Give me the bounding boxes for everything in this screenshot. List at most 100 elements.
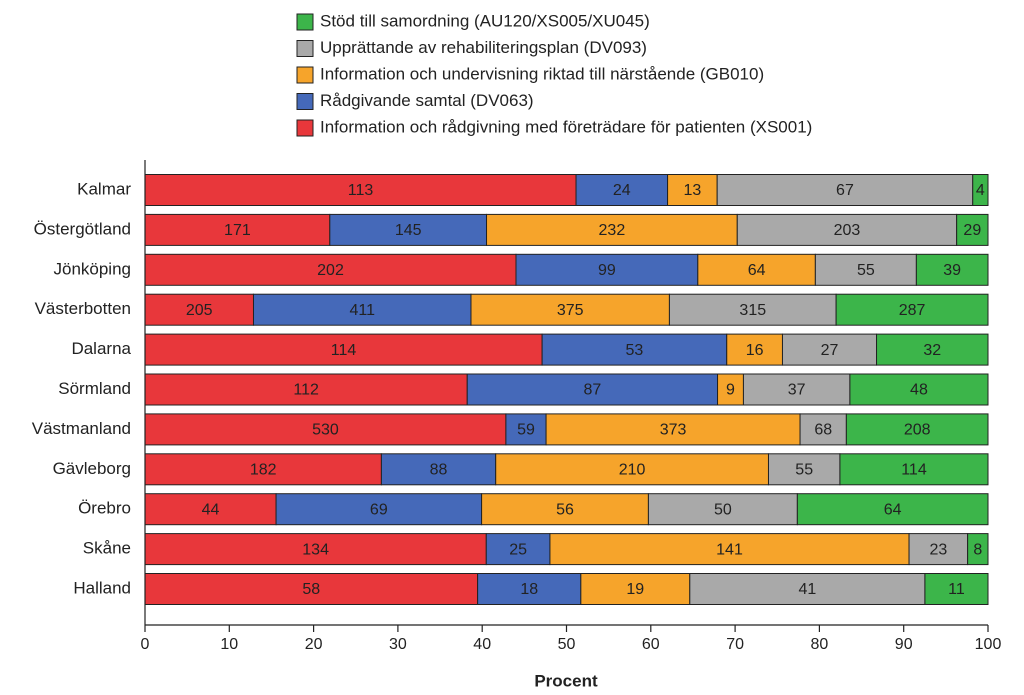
data-label: 50 <box>714 501 732 518</box>
bar-segment <box>485 533 551 566</box>
y-tick-label: Västmanland <box>32 419 131 438</box>
bar-segment <box>716 174 974 206</box>
y-tick-label: Gävleborg <box>53 459 131 478</box>
data-label: 315 <box>739 302 766 319</box>
legend-swatch <box>296 119 314 137</box>
x-tick-label: 50 <box>558 636 576 653</box>
y-tick-label: Östergötland <box>34 219 131 238</box>
bar-segment <box>876 333 989 366</box>
data-label: 134 <box>302 541 329 558</box>
bar-segment <box>736 213 958 246</box>
data-label: 41 <box>798 581 816 598</box>
y-tick-label: Kalmar <box>77 179 131 198</box>
data-label: 530 <box>312 422 339 439</box>
data-label: 29 <box>963 222 981 239</box>
bar-segment <box>781 333 878 366</box>
data-label: 55 <box>795 462 813 479</box>
bar-segment <box>144 293 254 326</box>
x-tick-label: 80 <box>811 636 829 653</box>
data-label: 25 <box>509 541 527 558</box>
legend-swatch <box>296 40 314 57</box>
bar-segment <box>486 213 738 246</box>
bar-segment <box>697 253 816 286</box>
data-label: 287 <box>899 302 926 319</box>
data-label: 8 <box>973 541 982 558</box>
data-label: 68 <box>814 422 832 439</box>
data-label: 145 <box>395 222 422 239</box>
bar-segment <box>505 413 547 446</box>
bar-segment <box>972 174 989 206</box>
data-label: 53 <box>626 342 644 359</box>
bar-segment <box>580 573 691 605</box>
data-label: 23 <box>929 541 947 558</box>
data-label: 56 <box>556 501 574 518</box>
y-tick-label: Jönköping <box>53 259 131 278</box>
bar-segment <box>915 253 989 286</box>
bar-segment <box>144 533 487 566</box>
bar-segment <box>545 413 801 446</box>
x-tick-label: 40 <box>473 636 491 653</box>
bar-segment <box>956 213 989 246</box>
bar-segment <box>144 413 507 446</box>
bar-segment <box>470 293 670 326</box>
data-label: 37 <box>788 382 806 399</box>
data-label: 39 <box>943 262 961 279</box>
data-label: 373 <box>660 422 687 439</box>
legend-label: Upprättande av rehabiliteringsplan (DV09… <box>320 38 647 57</box>
legend-swatch <box>296 13 314 31</box>
bar-segment <box>742 373 851 406</box>
data-label: 208 <box>904 422 931 439</box>
data-label: 44 <box>202 501 220 518</box>
bar-segment <box>668 293 837 326</box>
x-tick-label: 10 <box>220 636 238 653</box>
data-label: 55 <box>857 262 875 279</box>
data-label: 48 <box>910 382 928 399</box>
bar-segment <box>466 373 719 406</box>
bar-segment <box>689 573 926 605</box>
data-label: 88 <box>430 462 448 479</box>
data-label: 114 <box>901 462 927 479</box>
x-axis-label: Procent <box>534 671 598 690</box>
legend-swatch <box>296 93 314 110</box>
legend-label: Information och undervisning riktad till… <box>320 64 764 83</box>
legend-label: Information och rådgivning med företräda… <box>320 117 812 136</box>
bar-segment <box>839 453 989 486</box>
bar-segment <box>814 253 917 286</box>
bar-segment <box>144 174 577 206</box>
y-tick-label: Västerbotten <box>35 299 131 318</box>
x-tick-label: 100 <box>975 636 1002 653</box>
bar-segment <box>908 533 969 566</box>
data-label: 4 <box>976 182 985 199</box>
data-label: 24 <box>613 182 631 199</box>
data-label: 202 <box>317 262 344 279</box>
bar-segment <box>329 213 488 246</box>
data-label: 141 <box>716 541 743 558</box>
x-tick-label: 20 <box>305 636 323 653</box>
data-label: 64 <box>748 262 766 279</box>
bar-segment <box>515 253 699 286</box>
data-label: 64 <box>884 501 902 518</box>
bar-segment <box>541 333 728 366</box>
data-label: 69 <box>370 501 388 518</box>
legend-label: Stöd till samordning (AU120/XS005/XU045) <box>320 11 650 30</box>
data-label: 67 <box>836 182 854 199</box>
bar-segment <box>799 413 847 446</box>
data-label: 113 <box>348 182 374 199</box>
data-label: 11 <box>948 581 965 598</box>
data-label: 87 <box>583 382 601 399</box>
data-label: 182 <box>250 462 277 479</box>
y-tick-label: Sörmland <box>58 379 131 398</box>
data-label: 205 <box>186 302 213 319</box>
data-label: 16 <box>746 342 764 359</box>
data-label: 203 <box>834 222 861 239</box>
data-label: 19 <box>626 581 644 598</box>
bar-segment <box>575 174 669 206</box>
legend-label: Rådgivande samtal (DV063) <box>320 91 534 110</box>
data-label: 13 <box>683 182 701 199</box>
bar-segment <box>967 533 989 566</box>
data-label: 112 <box>293 382 319 399</box>
data-label: 232 <box>599 222 626 239</box>
data-label: 210 <box>619 462 646 479</box>
data-label: 27 <box>821 342 839 359</box>
